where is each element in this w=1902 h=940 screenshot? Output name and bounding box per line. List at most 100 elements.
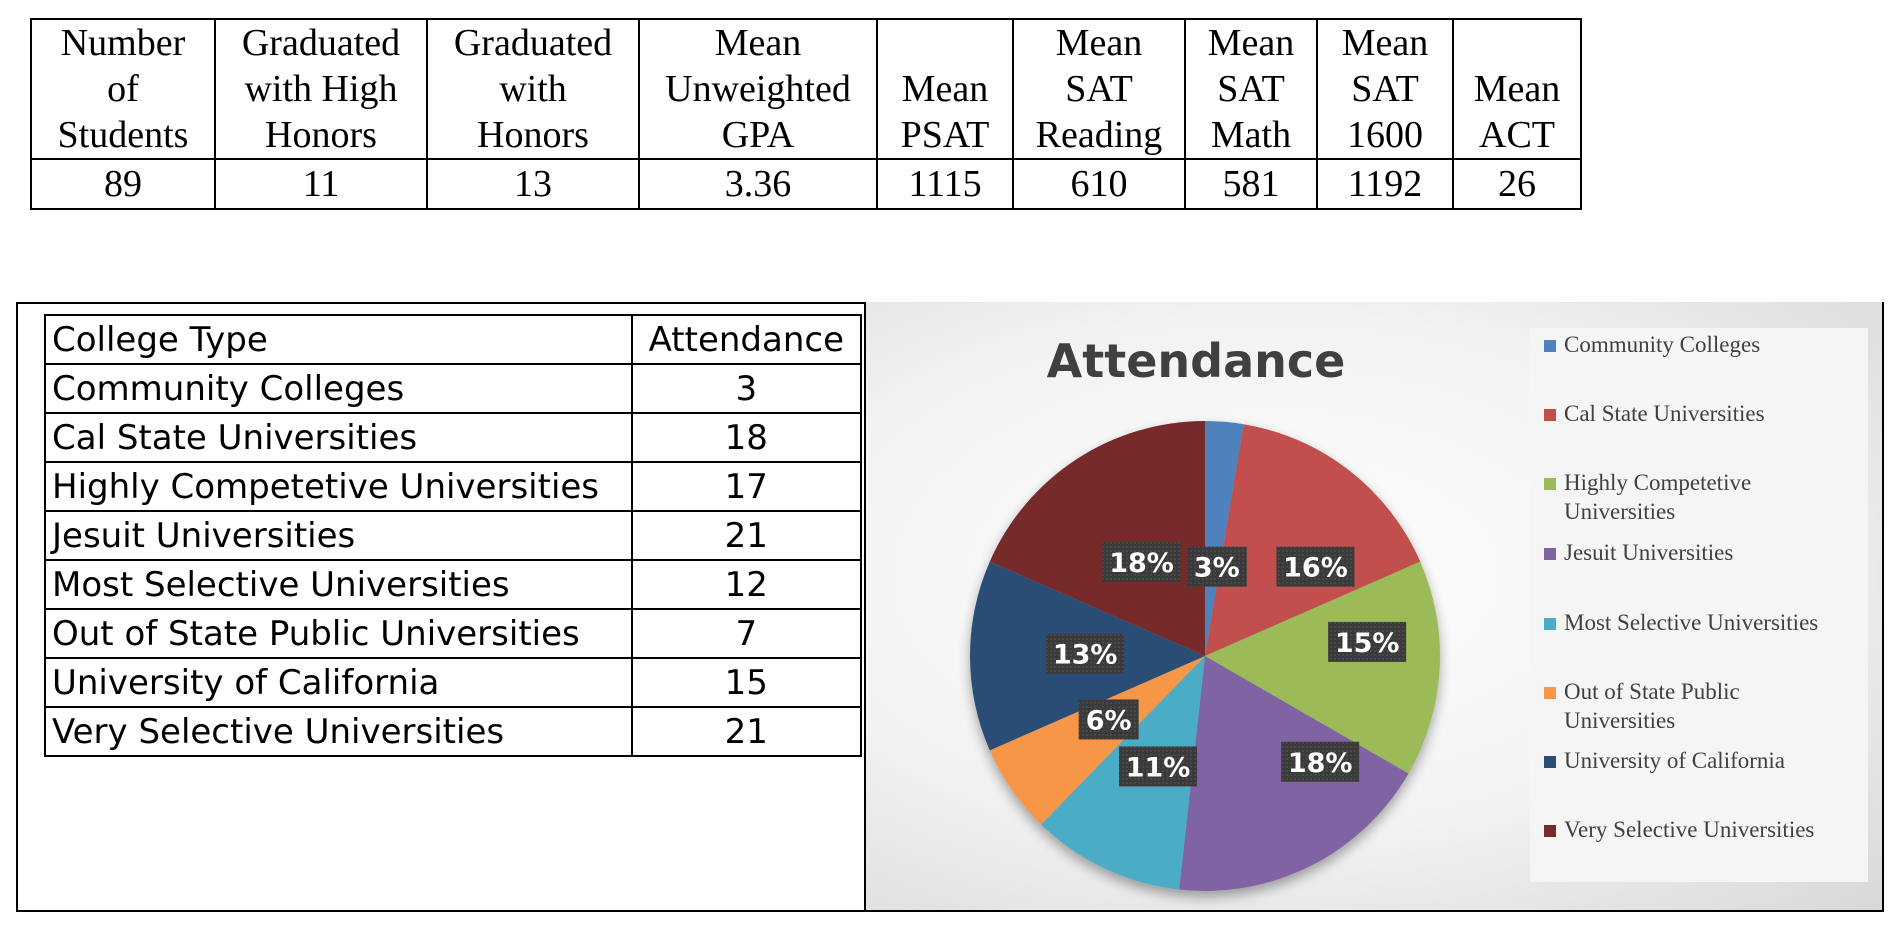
attendance-cell: 17: [630, 461, 863, 512]
legend-label-line: Cal State Universities: [1564, 401, 1765, 426]
stats-header-line: Mean: [901, 68, 989, 110]
table-row: Most Selective Universities 12: [44, 559, 863, 610]
stats-value-8: 26: [1452, 158, 1582, 210]
legend-label: Community Colleges: [1564, 330, 1760, 359]
legend-swatch: [1544, 618, 1556, 630]
legend-item: Very Selective Universities: [1544, 815, 1864, 844]
legend-item: University of California: [1544, 746, 1864, 775]
stats-header-line: 1600: [1347, 114, 1423, 156]
legend-swatch: [1544, 756, 1556, 768]
attendance-pie-chart: 3% 16% 15% 18% 11% 6% 13% 18% Attendance Commun…: [866, 302, 1882, 910]
attendance-table-header-row: College Type Attendance: [44, 314, 863, 365]
attendance-cell: 15: [630, 657, 863, 708]
stats-header-line: Mean: [1473, 68, 1561, 110]
college-type-cell: University of California: [44, 657, 633, 708]
legend-label-line: Universities: [1564, 708, 1676, 733]
stats-header-2: Graduated with Honors: [426, 18, 640, 160]
legend-swatch: [1544, 340, 1556, 352]
stats-value-0: 89: [30, 158, 216, 210]
pie-slice: [989, 421, 1205, 656]
data-label-text: 16%: [1283, 553, 1348, 584]
college-type-cell: Community Colleges: [44, 363, 633, 414]
legend-swatch: [1544, 478, 1556, 490]
data-label: 18%: [1281, 741, 1360, 782]
college-type-cell: Most Selective Universities: [44, 559, 633, 610]
stats-header-line: Math: [1210, 114, 1292, 156]
stats-value-6: 581: [1184, 158, 1318, 210]
data-label-text: 6%: [1086, 705, 1132, 736]
attendance-cell: 21: [630, 510, 863, 561]
legend-label: Out of State Public Universities: [1564, 677, 1740, 735]
college-type-cell: Very Selective Universities: [44, 706, 633, 757]
stats-header-line: Reading: [1035, 114, 1163, 156]
stats-header-line: GPA: [721, 114, 795, 156]
stats-header-7: Mean SAT 1600: [1316, 18, 1454, 160]
pie-slice: [1205, 424, 1421, 656]
stats-value-4: 1115: [876, 158, 1014, 210]
summary-stats-header-row: Number of Students Graduated with High Honors…: [30, 18, 1582, 160]
stats-header-line: Students: [57, 114, 189, 156]
stats-header-line: [878, 20, 1012, 66]
legend-item: Jesuit Universities: [1544, 538, 1864, 567]
chart-title: Attendance: [1046, 334, 1346, 388]
stats-header-line: with High: [244, 68, 398, 110]
legend-label-line: Highly Competetive: [1564, 470, 1752, 495]
legend-swatch: [1544, 548, 1556, 560]
table-row: University of California 15: [44, 657, 863, 708]
stats-header-line: Mean: [1341, 22, 1429, 64]
stats-header-3: Mean Unweighted GPA: [638, 18, 878, 160]
data-label-text: 13%: [1053, 640, 1118, 671]
table-row: Out of State Public Universities 7: [44, 608, 863, 659]
legend-label-line: Very Selective Universities: [1564, 817, 1815, 842]
table-row: Jesuit Universities 21: [44, 510, 863, 561]
attendance-cell: 3: [630, 363, 863, 414]
data-label-box: [1119, 746, 1197, 787]
stats-header-5: Mean SAT Reading: [1012, 18, 1186, 160]
attendance-cell: 12: [630, 559, 863, 610]
legend-swatch: [1544, 687, 1556, 699]
legend-label-line: Most Selective Universities: [1564, 610, 1819, 635]
data-label-box: [1281, 741, 1360, 782]
data-label: 6%: [1078, 699, 1139, 740]
summary-stats-table: Number of Students Graduated with High Honors…: [30, 18, 1582, 210]
data-label-text: 11%: [1126, 752, 1191, 783]
legend-item: Community Colleges: [1544, 330, 1864, 359]
chart-legend: Community Colleges Cal State Universities…: [1530, 328, 1868, 882]
table-row: Cal State Universities 18: [44, 412, 863, 463]
pie-slice: [989, 656, 1205, 825]
table-row: Community Colleges 3: [44, 363, 863, 414]
data-label: 15%: [1328, 621, 1407, 662]
pie-slice: [1205, 561, 1440, 774]
panel-divider: [864, 304, 866, 910]
attendance-table: College Type Attendance Community Colleg…: [44, 314, 863, 757]
stats-header-line: PSAT: [900, 114, 990, 156]
pie-chart-canvas: 3% 16% 15% 18% 11% 6% 13% 18%: [970, 421, 1440, 892]
attendance-header-attendance: Attendance: [630, 314, 863, 365]
data-label: 13%: [1046, 633, 1125, 674]
data-label-text: 18%: [1109, 548, 1174, 579]
data-label-text: 18%: [1288, 748, 1353, 779]
legend-swatch: [1544, 409, 1556, 421]
stats-header-line: with: [499, 68, 567, 110]
stats-header-1: Graduated with High Honors: [214, 18, 428, 160]
stats-header-8: Mean ACT: [1452, 18, 1582, 160]
data-label-box: [1102, 542, 1181, 582]
stats-header-line: of: [107, 68, 139, 110]
legend-label: Very Selective Universities: [1564, 815, 1814, 844]
legend-item: Cal State Universities: [1544, 399, 1864, 428]
stats-header-4: Mean PSAT: [876, 18, 1014, 160]
legend-label-line: Universities: [1564, 499, 1676, 524]
legend-label: University of California: [1564, 746, 1785, 775]
pie-slice: [1205, 421, 1244, 656]
summary-stats-value-row: 89 11 13 3.36 1115 610 581 1192 26: [30, 158, 1582, 210]
stats-value-7: 1192: [1316, 158, 1454, 210]
stats-header-line: SAT: [1351, 68, 1419, 110]
stats-value-3: 3.36: [638, 158, 878, 210]
legend-swatch: [1544, 825, 1556, 837]
stats-header-line: [1454, 20, 1580, 66]
data-label: 18%: [1102, 542, 1181, 582]
legend-item: Most Selective Universities: [1544, 608, 1864, 637]
legend-label-line: Out of State Public: [1564, 679, 1740, 704]
stats-header-line: ACT: [1479, 114, 1555, 156]
stats-header-line: Number: [60, 22, 186, 64]
